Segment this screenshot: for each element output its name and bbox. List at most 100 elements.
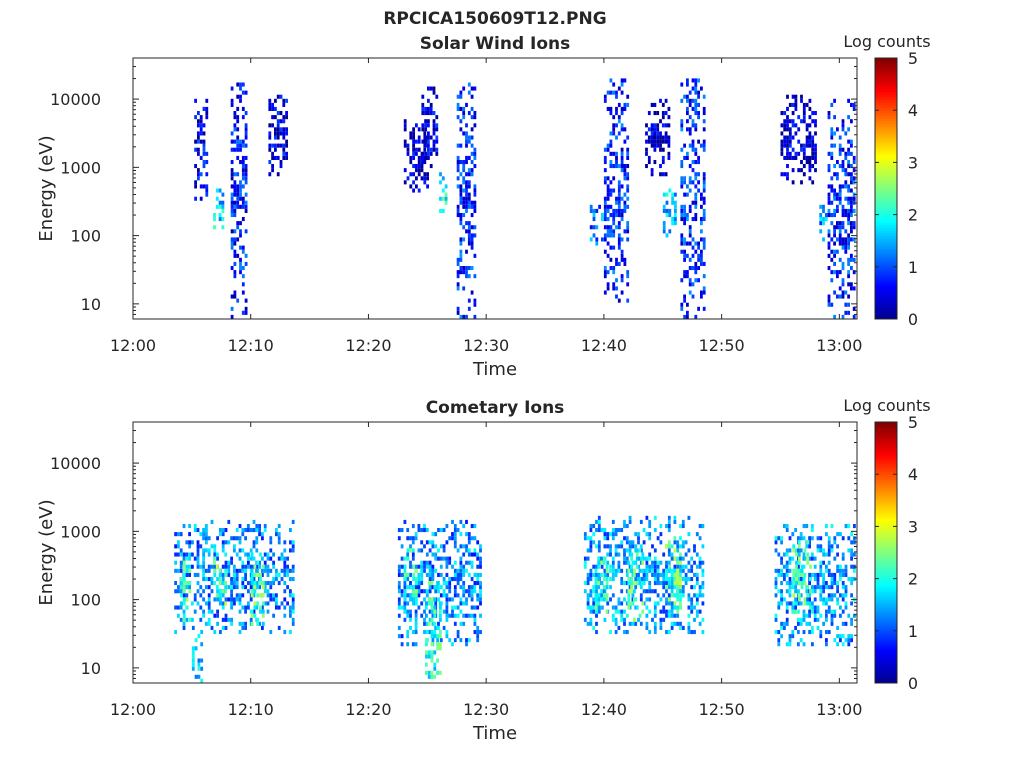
heatmap-cell [694, 278, 698, 283]
heatmap-cell [802, 642, 806, 647]
heatmap-cell [409, 131, 413, 136]
heatmap-cell [583, 560, 587, 565]
heatmap-cell [409, 536, 412, 541]
heatmap-cell [680, 213, 684, 218]
heatmap-cell [434, 556, 438, 561]
heatmap-cell [847, 221, 850, 226]
heatmap-cell [822, 572, 825, 577]
heatmap-cell [611, 613, 615, 618]
heatmap-cell [411, 556, 415, 561]
heatmap-cell [645, 621, 649, 626]
heatmap-cell [258, 524, 261, 529]
heatmap-cell [839, 568, 842, 573]
heatmap-cell [456, 528, 460, 533]
heatmap-cell [606, 601, 610, 606]
heatmap-cell [662, 581, 666, 586]
heatmap-cell [808, 98, 812, 103]
heatmap-cell [702, 217, 706, 222]
heatmap-cell [594, 605, 598, 610]
heatmap-cell [597, 544, 601, 549]
heatmap-cell [620, 106, 624, 111]
heatmap-cell [244, 261, 248, 266]
heatmap-cell [691, 217, 695, 222]
heatmap-cell [774, 585, 778, 590]
heatmap-cell [215, 188, 219, 193]
heatmap-cell [241, 160, 245, 165]
heatmap-cell [179, 617, 183, 622]
heatmap-cell [244, 564, 247, 569]
heatmap-cell [583, 581, 587, 586]
heatmap-cell [467, 572, 471, 577]
heatmap-cell [194, 184, 197, 189]
heatmap-cell [830, 102, 834, 107]
heatmap-cell [202, 164, 206, 169]
heatmap-cell [428, 577, 432, 582]
heatmap-cell [448, 556, 452, 561]
heatmap-cell [650, 123, 654, 128]
heatmap-cell [462, 196, 466, 201]
heatmap-cell [788, 634, 792, 639]
heatmap-cell [426, 172, 429, 177]
heatmap-cell [431, 544, 435, 549]
heatmap-cell [642, 556, 646, 561]
heatmap-cell [836, 204, 839, 209]
heatmap-cell [406, 552, 410, 557]
heatmap-cell [427, 670, 431, 675]
heatmap-cell [617, 208, 621, 213]
heatmap-cell [207, 593, 211, 598]
heatmap-cell [665, 613, 668, 618]
heatmap-cell [241, 168, 245, 173]
heatmap-cell [653, 160, 657, 165]
heatmap-cell [467, 111, 471, 116]
heatmap-cell [822, 581, 825, 586]
heatmap-cell [698, 564, 702, 569]
heatmap-cell [686, 151, 689, 156]
heatmap-cell [791, 123, 795, 128]
heatmap-cell [218, 188, 222, 193]
heatmap-cell [830, 581, 834, 586]
heatmap-cell [686, 98, 689, 103]
heatmap-cell [259, 593, 262, 598]
heatmap-cell [436, 646, 439, 651]
heatmap-cell [456, 572, 460, 577]
heatmap-cell [847, 213, 850, 218]
heatmap-cell [238, 597, 242, 602]
heatmap-cell [795, 581, 798, 586]
heatmap-cell [289, 548, 292, 553]
heatmap-cell [462, 270, 466, 275]
heatmap-cell [215, 585, 219, 590]
heatmap-cell [448, 577, 452, 582]
heatmap-cell [659, 524, 663, 529]
heatmap-cell [420, 568, 424, 573]
heatmap-cell [244, 172, 248, 177]
heatmap-cell [702, 274, 706, 279]
heatmap-cell [819, 548, 823, 553]
heatmap-cell [620, 168, 624, 173]
heatmap-cell [197, 662, 201, 667]
heatmap-cell [188, 544, 191, 549]
heatmap-cell [456, 102, 460, 107]
heatmap-cell [241, 560, 245, 565]
heatmap-cell [473, 151, 477, 156]
heatmap-cell [230, 196, 234, 201]
heatmap-cell [403, 585, 407, 590]
heatmap-cell [627, 568, 631, 573]
heatmap-cell [196, 581, 200, 586]
heatmap-cell [833, 577, 837, 582]
heatmap-cell [470, 536, 474, 541]
heatmap-cell [414, 585, 418, 590]
heatmap-cell [673, 556, 677, 561]
heatmap-cell [811, 601, 814, 606]
heatmap-cell [661, 147, 665, 152]
heatmap-cell [476, 581, 480, 586]
heatmap-cell [289, 577, 292, 582]
heatmap-cell [465, 155, 468, 160]
heatmap-cell [844, 213, 848, 218]
heatmap-cell [702, 139, 706, 144]
heatmap-cell [811, 572, 814, 577]
heatmap-cell [476, 634, 480, 639]
heatmap-cell [417, 585, 421, 590]
heatmap-cell [697, 172, 700, 177]
heatmap-cell [397, 625, 401, 630]
heatmap-cell [586, 572, 590, 577]
